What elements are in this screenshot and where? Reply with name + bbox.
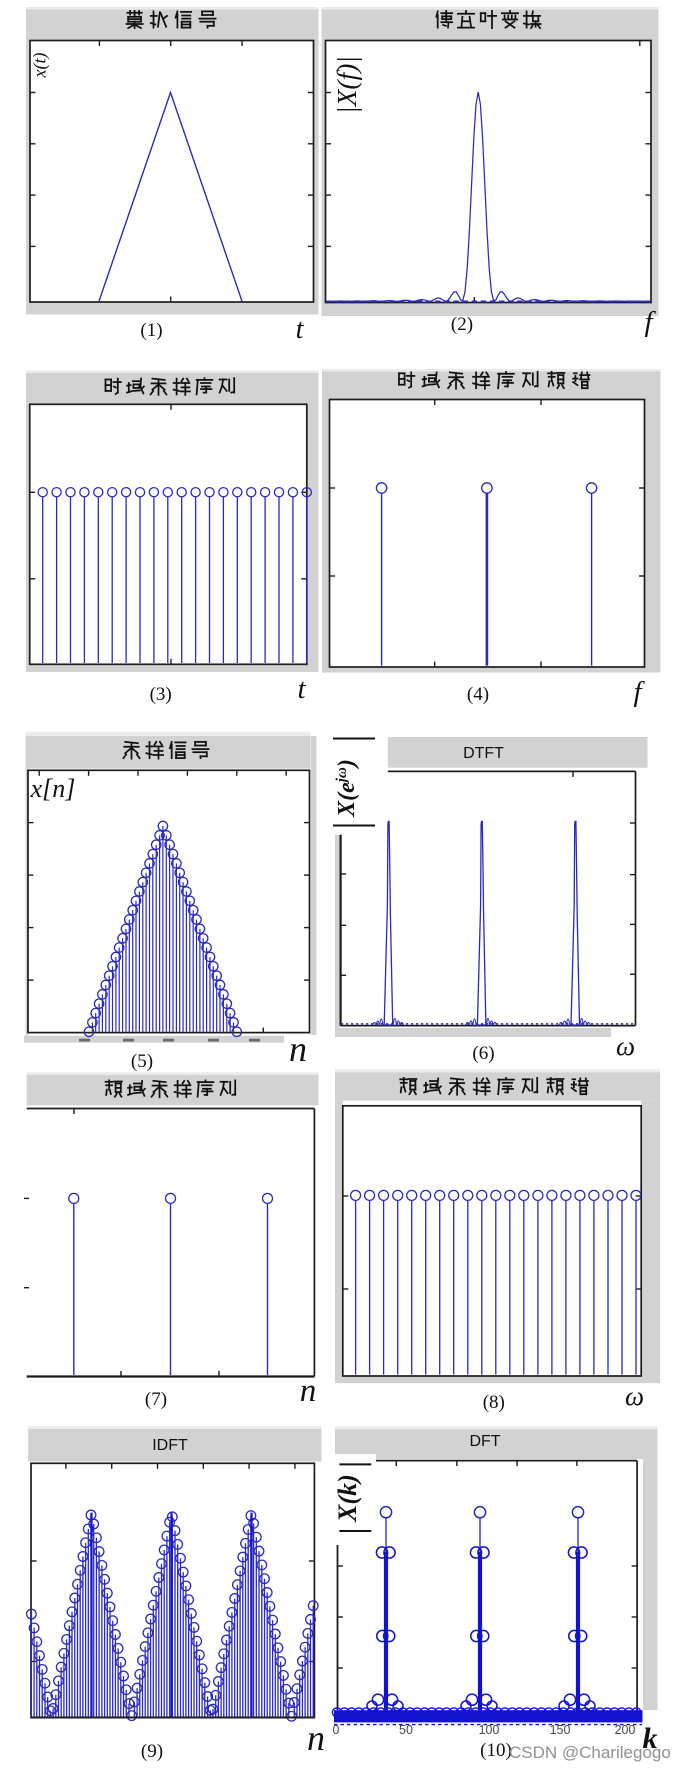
svg-text:(3): (3) (150, 684, 172, 705)
svg-text:ω: ω (625, 1381, 644, 1411)
svg-text:100: 100 (479, 1723, 500, 1737)
svg-text:(9): (9) (141, 1741, 163, 1762)
svg-text:ω: ω (616, 1031, 635, 1061)
svg-text:(10): (10) (480, 1740, 512, 1761)
svg-text:0: 0 (333, 1723, 340, 1737)
svg-text:DTFT: DTFT (463, 745, 504, 762)
svg-text:(1): (1) (140, 320, 162, 341)
svg-text:(2): (2) (451, 314, 473, 335)
svg-text:X(ejω): X(ejω) (334, 759, 360, 818)
svg-text:x(t): x(t) (30, 53, 51, 79)
svg-text:(7): (7) (145, 1389, 167, 1410)
svg-text:50: 50 (399, 1723, 413, 1737)
svg-text:n: n (289, 1029, 307, 1069)
svg-text:(8): (8) (483, 1392, 505, 1413)
svg-text:X(k): X(k) (333, 1474, 362, 1523)
svg-text:IDFT: IDFT (152, 1437, 188, 1454)
svg-text:t: t (297, 673, 306, 705)
svg-text:200: 200 (615, 1723, 636, 1737)
svg-text:150: 150 (550, 1723, 571, 1737)
svg-text:(6): (6) (472, 1043, 494, 1064)
svg-text:x[n]: x[n] (30, 774, 76, 803)
svg-text:n: n (300, 1373, 317, 1409)
svg-text:k: k (643, 1722, 658, 1755)
svg-text:|X(f)|: |X(f)| (331, 56, 362, 114)
svg-text:(5): (5) (131, 1051, 153, 1072)
svg-text:t: t (296, 314, 305, 345)
svg-text:DFT: DFT (469, 1433, 500, 1450)
svg-text:CSDN @Charilegogo: CSDN @Charilegogo (509, 1743, 671, 1762)
svg-text:n: n (307, 1718, 325, 1758)
svg-text:(4): (4) (467, 684, 489, 705)
